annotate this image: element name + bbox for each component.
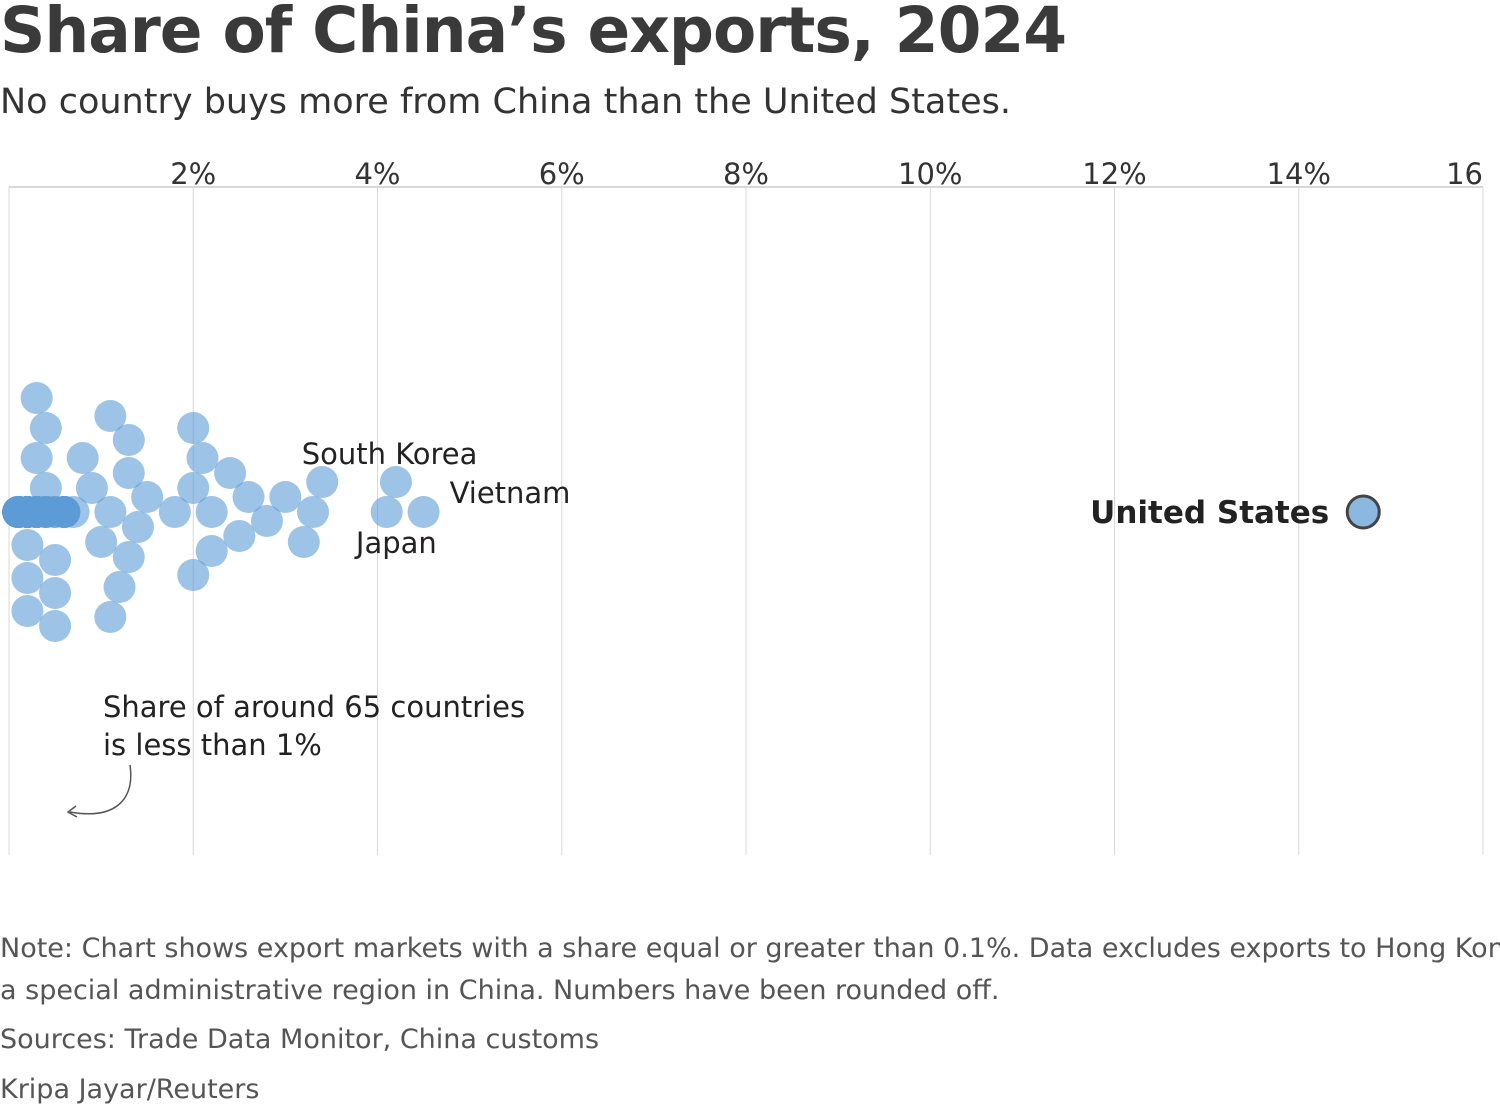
x-tick-label: 14% — [1267, 157, 1331, 191]
country-dot — [39, 610, 72, 642]
sources: Sources: Trade Data Monitor, China custo… — [0, 1024, 600, 1055]
country-dot — [407, 496, 440, 528]
country-dot — [94, 601, 127, 633]
country-dot — [29, 472, 62, 504]
country-dot — [121, 511, 154, 543]
country-dot — [297, 496, 330, 528]
country-dot — [66, 442, 99, 474]
x-tick-label: 8% — [723, 157, 769, 191]
annotation-arrowhead — [66, 805, 78, 818]
country-dot — [94, 400, 127, 432]
country-dot — [177, 559, 210, 591]
country-dot — [39, 544, 72, 576]
united-states-dot — [1345, 494, 1381, 530]
country-dot — [186, 442, 219, 474]
annotation-arrow — [69, 764, 132, 815]
country-dot — [112, 424, 145, 456]
country-dot — [11, 595, 44, 627]
note-line-1: Note: Chart shows export markets with a … — [0, 933, 1500, 964]
annotation-text: is less than 1% — [103, 728, 322, 762]
country-dot — [370, 496, 403, 528]
country-dot — [85, 526, 118, 558]
country-dot — [379, 466, 412, 498]
chart-subtitle: No country buys more from China than the… — [0, 82, 1011, 122]
x-tick-label: 16 — [1446, 157, 1483, 191]
country-dot — [20, 442, 53, 474]
x-tick-label: 6% — [539, 157, 585, 191]
beeswarm-chart: 2% 4% 6% 8% 10% 12% 14% 16 United States South K… — [2, 157, 1484, 855]
country-dot — [177, 472, 210, 504]
annotation-text: Share of around 65 countries — [103, 690, 525, 724]
country-dot — [269, 481, 302, 513]
country-dot — [232, 481, 265, 513]
country-dot — [39, 577, 72, 609]
united-states-label: United States — [1090, 495, 1329, 531]
country-dot — [112, 457, 145, 489]
country-dot — [103, 571, 136, 603]
country-dot — [11, 562, 44, 594]
country-dot — [20, 382, 53, 414]
country-dot — [195, 535, 228, 567]
country-dot — [177, 412, 210, 444]
country-dot — [250, 505, 283, 537]
country-dot — [214, 457, 247, 489]
country-label: South Korea — [302, 437, 478, 471]
country-dot — [94, 496, 127, 528]
country-dot — [11, 529, 44, 561]
country-dot — [306, 466, 339, 498]
country-dot — [75, 472, 108, 504]
country-dot — [195, 496, 228, 528]
country-dot — [287, 526, 320, 558]
country-dot — [48, 496, 81, 528]
x-tick-label: 4% — [354, 157, 400, 191]
country-dot — [158, 496, 191, 528]
country-label: Japan — [354, 526, 437, 560]
country-dot — [223, 520, 256, 552]
chart-title: Share of China’s exports, 2024 — [0, 0, 1067, 67]
country-dot — [131, 481, 164, 513]
country-label: Vietnam — [450, 476, 571, 510]
x-tick-label: 2% — [170, 157, 216, 191]
x-tick-label: 12% — [1082, 157, 1146, 191]
note-line-2: a special administrative region in China… — [0, 975, 1000, 1006]
x-tick-label: 10% — [898, 157, 962, 191]
country-dot — [2, 496, 35, 528]
credit: Kripa Jayar/Reuters — [0, 1074, 260, 1105]
country-dot — [29, 412, 62, 444]
country-dot — [112, 541, 145, 573]
